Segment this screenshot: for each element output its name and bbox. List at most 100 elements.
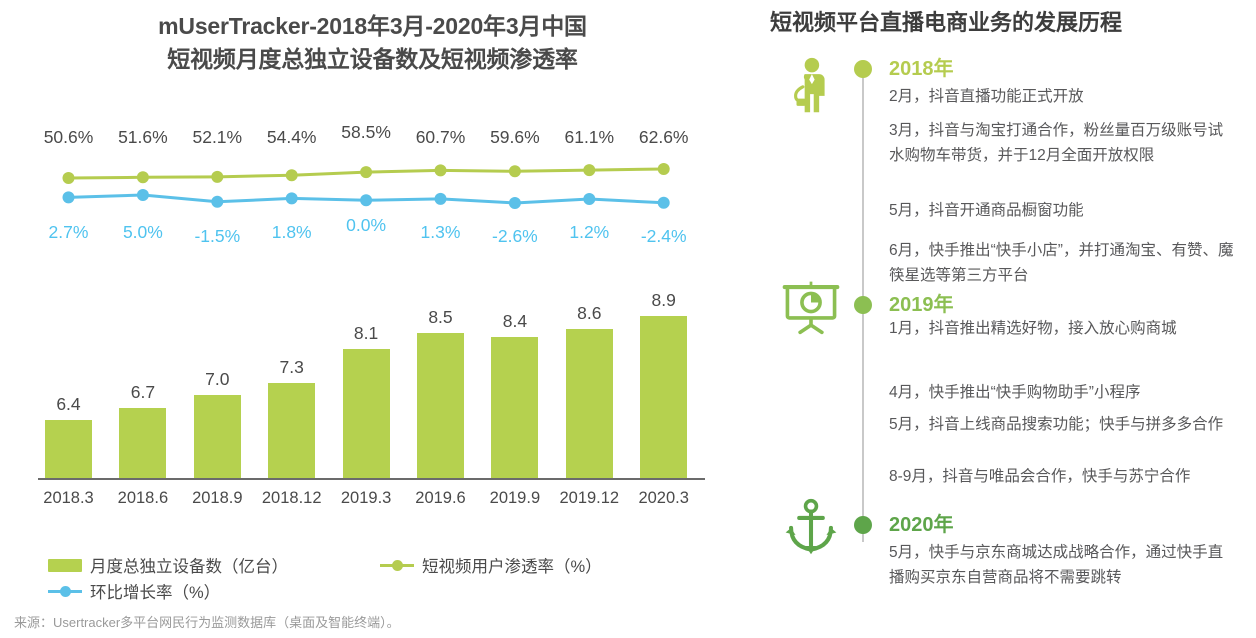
legend-swatch-green-line-icon (380, 558, 414, 572)
chart-bar-value-label: 8.5 (428, 306, 453, 327)
chart-x-axis-label: 2018.9 (192, 489, 243, 507)
chart-bar-value-label: 6.7 (130, 381, 156, 402)
chart-penetration-label: 59.6% (490, 127, 540, 147)
chart-bar-value-label: 8.4 (502, 310, 528, 331)
businessman-icon (782, 56, 840, 114)
chart-x-axis-label: 2019.9 (489, 489, 541, 507)
chart-bar (193, 395, 241, 478)
growth-line-path (67, 193, 666, 205)
chart-penetration-label: 60.7% (415, 127, 466, 147)
chart-title-line1: mUserTracker-2018年3月-2020年3月中国 (158, 13, 587, 39)
growth-line-point (62, 191, 75, 204)
penetration-line-point (657, 163, 670, 175)
legend-label-green-line: 短视频用户渗透率（%） (422, 558, 602, 576)
penetration-line-point (434, 164, 447, 177)
legend-label-blue-line: 环比增长率（%） (90, 584, 221, 602)
chart-title: mUserTracker-2018年3月-2020年3月中国 短视频月度总独立设… (0, 10, 745, 76)
chart-growth-label: 2.7% (48, 222, 89, 242)
timeline-marker-dot (854, 296, 872, 314)
chart-plot-area: 6.4 50.6% 2.7% 2018.3 6.7 51.6% 5.0% 2018.6 7.0 5… (38, 122, 705, 507)
growth-line-point (360, 194, 373, 207)
timeline-year-label: 2020年 (889, 514, 954, 536)
timeline-panel: 短视频平台直播电商业务的发展历程 2018年 2月，抖音直播功能正式开放 3月，抖音… (762, 0, 1256, 638)
chart-x-axis-label: 2018.6 (117, 489, 169, 507)
penetration-line-point (136, 171, 149, 184)
chart-panel: mUserTracker-2018年3月-2020年3月中国 短视频月度总独立设… (0, 10, 745, 630)
chart-bar-value-label: 6.4 (56, 394, 81, 415)
legend-row-2: 环比增长率（%） (48, 578, 738, 604)
chart-title-line2: 短视频月度总独立设备数及短视频渗透率 (167, 46, 578, 72)
legend-item-blue-line: 环比增长率（%） (48, 579, 220, 603)
growth-line-point (136, 189, 149, 201)
chart-penetration-label: 58.5% (341, 122, 391, 142)
chart-x-axis-label: 2020.3 (638, 489, 689, 507)
chart-penetration-label: 50.6% (43, 127, 94, 147)
chart-bar (268, 382, 316, 478)
chart-bar (565, 328, 613, 478)
chart-growth-label: 1.8% (271, 222, 312, 242)
penetration-line-path (67, 167, 666, 180)
penetration-line-point (360, 166, 373, 179)
growth-line-point (657, 196, 670, 209)
chart-growth-label: 1.3% (420, 222, 461, 242)
timeline-title: 短视频平台直播电商业务的发展历程 (770, 10, 1123, 35)
chart-bar-value-label: 7.0 (205, 369, 230, 390)
chart-bar-value-label: 8.6 (577, 302, 602, 323)
chart-x-axis-line (38, 478, 705, 480)
chart-penetration-label: 61.1% (564, 127, 615, 147)
penetration-line-point (583, 164, 596, 177)
chart-penetration-label: 51.6% (118, 127, 168, 147)
chart-bar-value-label: 7.3 (279, 356, 304, 377)
chart-bar (342, 349, 390, 478)
timeline-year-label: 2018年 (889, 58, 954, 80)
growth-line-point (285, 192, 298, 205)
timeline-entry: 2月，抖音直播功能正式开放 (889, 88, 1084, 105)
chart-x-axis-label: 2018.12 (261, 489, 322, 507)
chart-bar (491, 336, 539, 478)
timeline-entry: 1月，抖音推出精选好物，接入放心购商城 (889, 320, 1177, 337)
growth-line-point (434, 192, 447, 205)
chart-legend: 月度总独立设备数（亿台） 短视频用户渗透率（%） 环比增长率（%） (48, 552, 738, 604)
timeline-marker-dot (854, 60, 872, 78)
chart-x-axis-label: 2019.3 (340, 489, 392, 507)
chart-bar (417, 332, 464, 478)
legend-item-green-line: 短视频用户渗透率（%） (380, 553, 602, 577)
chart-bar (45, 420, 92, 478)
penetration-line-point (285, 169, 298, 182)
penetration-line-point (211, 170, 224, 183)
timeline-entry: 5月，抖音开通商品橱窗功能 (889, 202, 1084, 219)
presentation-chart-icon (782, 278, 840, 336)
chart-growth-label: -2.6% (492, 226, 538, 246)
source-note: 来源：Usertracker多平台网民行为监测数据库（桌面及智能终端）。 (14, 615, 400, 630)
chart-penetration-label: 52.1% (192, 127, 243, 147)
timeline-entry: 3月，抖音与淘宝打通合作，粉丝量百万级账号试水购物车带货，并于12月全面开放权限 (889, 122, 1224, 164)
chart-growth-label: 5.0% (122, 222, 163, 242)
timeline-entry: 8-9月，抖音与唯品会合作，快手与苏宁合作 (889, 468, 1191, 485)
timeline-marker-dot (854, 516, 872, 534)
chart-bar (640, 316, 688, 478)
timeline-entry: 6月，快手推出“快手小店”，并打通淘宝、有赞、魔筷星选等第三方平台 (889, 242, 1234, 284)
timeline-entry: 4月，快手推出“快手购物助手”小程序 (889, 384, 1141, 401)
legend-swatch-bar-icon (48, 558, 82, 572)
chart-x-axis-label: 2019.6 (415, 489, 466, 507)
legend-label-bars: 月度总独立设备数（亿台） (90, 558, 288, 576)
anchor-icon (782, 498, 840, 556)
legend-swatch-blue-line-icon (48, 584, 82, 598)
chart-line-series-svg (62, 163, 670, 209)
chart-x-axis-label: 2019.12 (559, 489, 620, 507)
chart-bar-value-label: 8.9 (651, 290, 676, 310)
chart-penetration-label: 62.6% (638, 127, 689, 147)
legend-row-1: 月度总独立设备数（亿台） 短视频用户渗透率（%） (48, 552, 738, 578)
legend-item-bars: 月度总独立设备数（亿台） (48, 553, 380, 577)
timeline-entry: 5月，快手与京东商城达成战略合作，通过快手直播购买京东自营商品将不需要跳转 (889, 544, 1224, 586)
growth-line-point (583, 193, 596, 205)
timeline-entry: 5月，抖音上线商品搜索功能；快手与拼多多合作 (889, 416, 1224, 433)
chart-penetration-label: 54.4% (266, 127, 317, 147)
penetration-line-point (508, 165, 521, 178)
chart-bar (119, 407, 167, 478)
chart-growth-label: 0.0% (346, 215, 387, 235)
growth-line-point (211, 195, 224, 208)
penetration-line-point (62, 172, 75, 184)
timeline-year-label: 2019年 (889, 294, 954, 316)
